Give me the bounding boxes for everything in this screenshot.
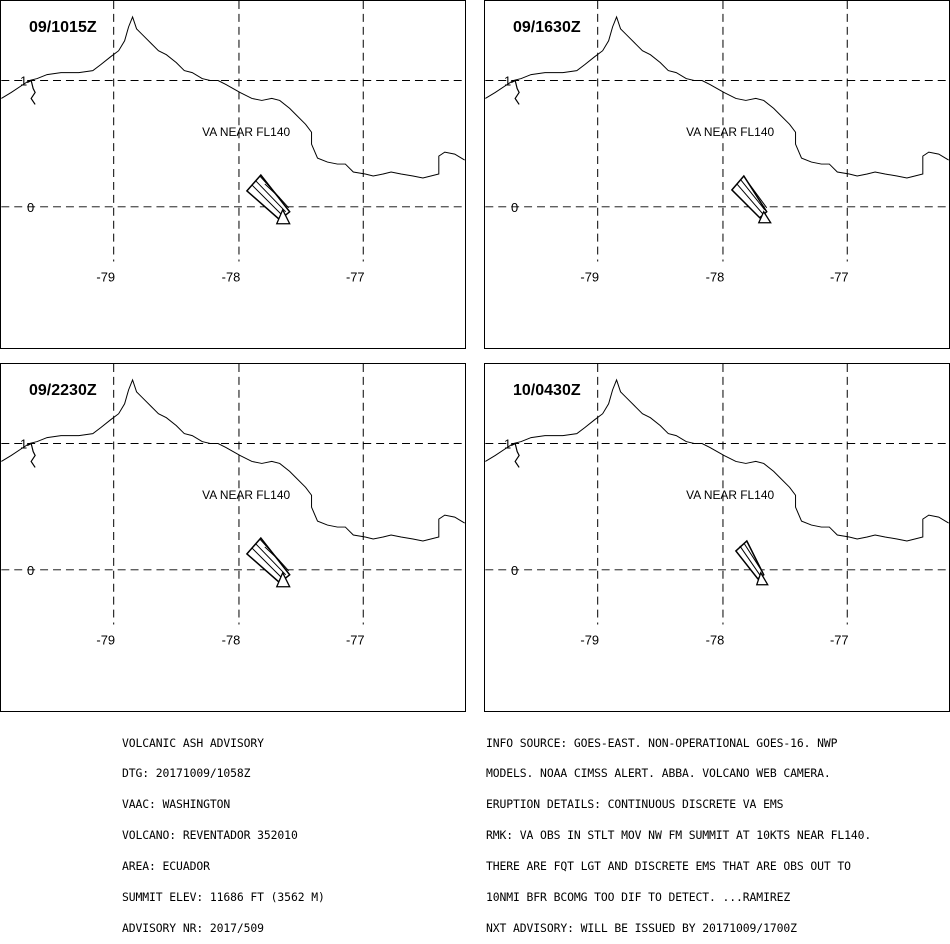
- map-panel-3: 1 0 -79 -78 -77 VA NEAR FL140 09/2230Z: [0, 363, 466, 712]
- lat-label-1: 1: [20, 437, 27, 452]
- advisory-line: RMK: VA OBS IN STLT MOV NW FM SUMMIT AT …: [486, 828, 872, 843]
- volcano-marker: [26, 442, 36, 468]
- advisory-line: MODELS. NOAA CIMSS ALERT. ABBA. VOLCANO …: [486, 766, 831, 781]
- volcano-marker: [26, 79, 36, 105]
- ash-cloud: [734, 539, 769, 586]
- lon-label-79: -79: [96, 632, 115, 647]
- lat-label-1: 1: [504, 74, 511, 89]
- lat-label-1: 1: [504, 437, 511, 452]
- lat-label-0: 0: [511, 200, 518, 215]
- advisory-line: 10NMI BFR BCOMG TOO DIF TO DETECT. ...RA…: [486, 890, 791, 905]
- lat-label-1: 1: [20, 74, 27, 89]
- map-graphic: 1 0 -79 -78 -77 VA NEAR FL140: [485, 1, 949, 284]
- ash-label: VA NEAR FL140: [686, 488, 774, 502]
- map-panel-4: 1 0 -79 -78 -77 VA NEAR FL140 10/0430Z: [484, 363, 950, 712]
- advisory-line: THERE ARE FQT LGT AND DISCRETE EMS THAT …: [486, 859, 851, 874]
- lon-label-78: -78: [706, 632, 725, 647]
- lon-label-79: -79: [96, 269, 115, 284]
- advisory-line: VAAC: WASHINGTON: [122, 797, 231, 812]
- lat-label-0: 0: [511, 563, 518, 578]
- lat-label-0: 0: [27, 563, 34, 578]
- lon-label-78: -78: [222, 269, 241, 284]
- lon-label-78: -78: [706, 269, 725, 284]
- ash-label: VA NEAR FL140: [202, 488, 290, 502]
- advisory-line: ERUPTION DETAILS: CONTINUOUS DISCRETE VA…: [486, 797, 784, 812]
- ash-cloud: [245, 173, 291, 225]
- lon-label-77: -77: [346, 269, 365, 284]
- advisory-line: ADVISORY NR: 2017/509: [122, 920, 264, 935]
- ash-cloud: [730, 174, 772, 224]
- map-graphic: 1 0 -79 -78 -77 VA NEAR FL140: [1, 1, 465, 284]
- volcano-marker: [510, 79, 520, 105]
- lon-label-77: -77: [830, 269, 849, 284]
- panel-timestamp: 09/1015Z: [29, 19, 97, 36]
- advisory-line: DTG: 20171009/1058Z: [122, 766, 251, 781]
- advisory-line: VOLCANO: REVENTADOR 352010: [122, 828, 298, 843]
- lon-label-79: -79: [580, 269, 599, 284]
- volcano-marker: [510, 442, 520, 468]
- lon-label-77: -77: [346, 632, 365, 647]
- panel-timestamp: 09/1630Z: [513, 19, 581, 36]
- coastline: [1, 15, 465, 179]
- lon-label-79: -79: [580, 632, 599, 647]
- coastline: [1, 378, 465, 542]
- advisory-line: VOLCANIC ASH ADVISORY: [122, 735, 264, 750]
- advisory-line: SUMMIT ELEV: 11686 FT (3562 M): [122, 890, 325, 905]
- panel-timestamp: 10/0430Z: [513, 382, 581, 399]
- coastline: [485, 15, 949, 179]
- map-panel-1: 1 0 -79 -78 -77 VA NEAR FL140 09/1015Z: [0, 0, 466, 349]
- advisory-line: INFO SOURCE: GOES-EAST. NON-OPERATIONAL …: [486, 735, 838, 750]
- ash-label: VA NEAR FL140: [202, 125, 290, 139]
- ash-cloud: [245, 536, 291, 588]
- panel-timestamp: 09/2230Z: [29, 382, 97, 399]
- advisory-line: AREA: ECUADOR: [122, 859, 210, 874]
- lon-label-77: -77: [830, 632, 849, 647]
- ash-label: VA NEAR FL140: [686, 125, 774, 139]
- map-graphic: 1 0 -79 -78 -77 VA NEAR FL140: [1, 364, 465, 647]
- lon-label-78: -78: [222, 632, 241, 647]
- advisory-left: VOLCANIC ASH ADVISORY DTG: 20171009/1058…: [122, 717, 325, 944]
- advisory-line: NXT ADVISORY: WILL BE ISSUED BY 20171009…: [486, 920, 797, 935]
- lat-label-0: 0: [27, 200, 34, 215]
- map-panel-2: 1 0 -79 -78 -77 VA NEAR FL140 09/1630Z: [484, 0, 950, 349]
- advisory-right: INFO SOURCE: GOES-EAST. NON-OPERATIONAL …: [486, 717, 871, 944]
- coastline: [485, 378, 949, 542]
- map-graphic: 1 0 -79 -78 -77 VA NEAR FL140: [485, 364, 949, 647]
